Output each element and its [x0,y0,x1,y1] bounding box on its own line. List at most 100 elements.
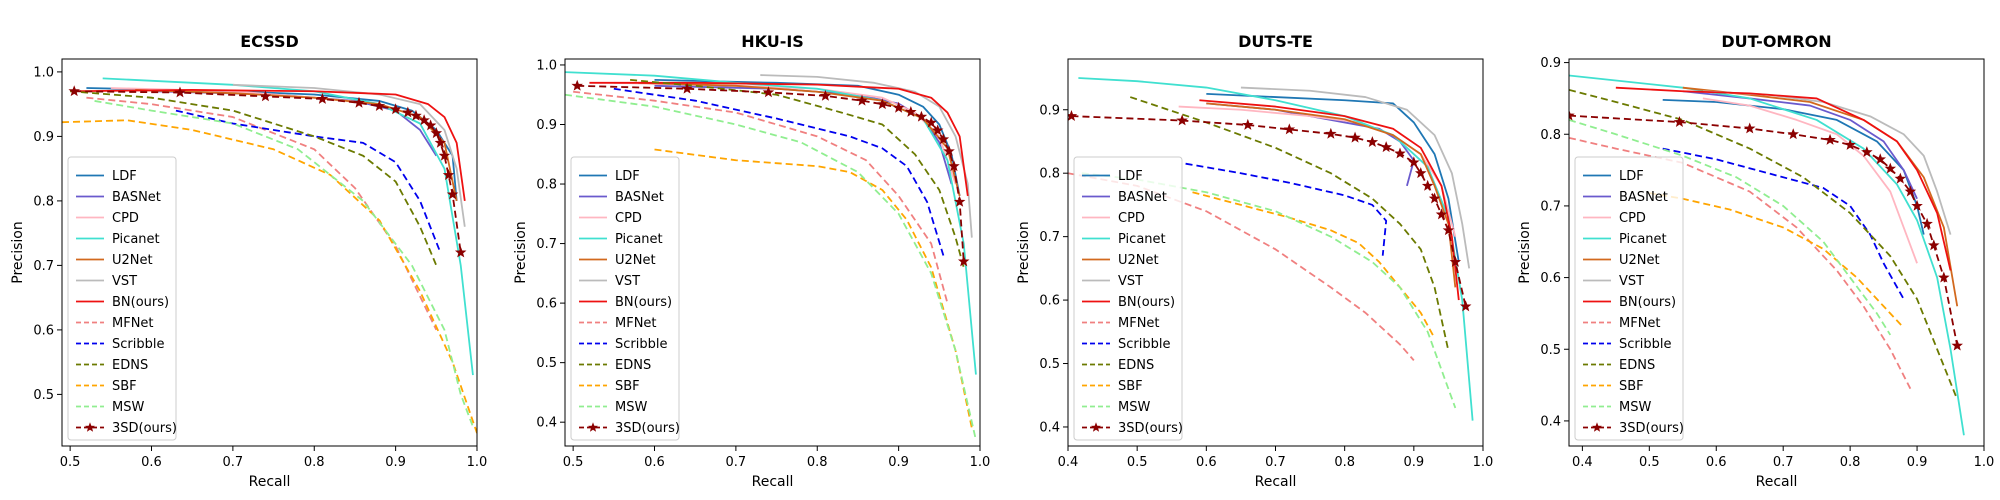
series-line-bn-ours- [1615,86,1952,271]
series-marker-star [1844,138,1856,150]
series-marker-star [925,116,937,128]
chart-title: HKU-IS [741,32,804,51]
x-axis-label: Recall [752,474,794,490]
y-tick-label: 0.9 [536,118,557,133]
y-tick-label: 0.9 [1540,56,1561,71]
legend: LDF BASNet CPD Picanet U2Net VST BN(ours) MFNet… [570,156,680,441]
legend-label: BN(ours) [1619,295,1676,310]
legend-marker-star [1592,422,1602,432]
series-marker-star [1349,131,1361,143]
series-line-mfnet [573,90,949,304]
x-tick-label: 0.7 [1773,455,1794,470]
y-tick-label: 0.8 [1039,167,1060,182]
series-marker-star [438,149,451,161]
x-tick-label: 0.8 [807,455,828,470]
legend-marker-star [85,422,95,432]
series-line-basnet [151,90,438,157]
legend-label: MFNet [1118,316,1160,331]
series-line-ldf [1206,92,1460,263]
legend-label: CPD [1619,211,1646,226]
legend-label: SBF [112,379,137,394]
y-tick-label: 0.4 [1540,414,1561,429]
series-marker-star [1787,128,1799,140]
chart-panel-hku-is: HKU-IS 0.5 0.6 0.7 0.8 0.9 1.0 0.4 0.5 0.6 0.7 0.8 0… [513,32,990,490]
legend-label: VST [1118,274,1143,289]
series-marker-star [856,94,868,106]
chart-panel-ecssd: ECSSD 0.5 0.6 0.7 0.8 0.9 1.0 0.5 0.6 0.7 0.8 0.9 1.… [10,32,487,490]
series-marker-star [373,100,386,111]
y-tick-label: 0.6 [1039,294,1060,309]
legend-label: Picanet [1619,232,1667,247]
series-line-bn-ours- [70,89,466,202]
series-marker-star [762,86,775,98]
legend-label: U2Net [112,253,153,268]
axes-frame [1568,58,1985,447]
legend-label: 3SD(ours) [615,421,680,436]
series-marker-star [1068,110,1078,121]
series-marker-star [1408,156,1420,168]
x-tick-label: 0.6 [644,455,665,470]
series-line-cpd [1702,97,1918,264]
series-line-scribble [1185,162,1388,256]
plot-area [1068,77,1474,421]
series-marker-star [1884,162,1897,174]
legend: LDF BASNet CPD Picanet U2Net VST BN(ours) MFNet… [1574,156,1684,441]
series-marker-star [948,160,960,172]
series-marker-star [1874,153,1887,165]
series-line-sbf [62,119,477,434]
series-marker-star [1449,255,1462,267]
legend-label: U2Net [1619,253,1660,268]
series-marker-star [1366,136,1379,148]
series-line-edns [630,78,965,268]
x-tick-label: 0.5 [60,455,81,470]
x-axis-label: Recall [249,474,291,490]
x-tick-label: 0.7 [223,455,244,470]
plot-area [62,77,477,434]
legend-label: CPD [1118,211,1145,226]
series-marker-star [410,109,422,121]
series-line-scribble [175,109,442,253]
y-tick-label: 0.8 [1540,128,1561,143]
x-tick-label: 0.9 [888,455,909,470]
legend-label: SBF [1118,379,1143,394]
series-line-edns [1569,88,1959,400]
x-tick-label: 0.5 [1639,455,1660,470]
legend-label: EDNS [112,358,148,373]
series-line-3sd-ours- [1569,114,1959,346]
legend-label: CPD [615,211,642,226]
series-marker-star [1951,339,1963,351]
legend-label: Picanet [1118,232,1166,247]
series-marker-star [68,85,80,97]
y-tick-label: 0.4 [536,416,557,431]
legend-label: U2Net [615,253,656,268]
series-marker-star [1743,122,1756,134]
series-marker-star [1861,146,1873,158]
series-marker-star [1428,192,1441,204]
legend-marker-star [1091,422,1101,432]
legend-label: MFNet [112,316,154,331]
series-marker-star [1911,199,1923,211]
series-marker-star [876,98,889,110]
x-tick-label: 0.9 [385,455,406,470]
series-line-edns [70,90,438,266]
x-tick-label: 0.7 [726,455,747,470]
series-line-u2net [135,89,458,202]
y-axis-label: Precision [1016,221,1032,283]
legend-label: BN(ours) [615,295,672,310]
legend-label: LDF [1118,169,1143,184]
legend-label: VST [112,274,137,289]
series-marker-star [1283,123,1296,135]
series-marker-star [316,92,329,104]
series-line-msw [565,93,977,441]
x-tick-label: 0.6 [1706,455,1727,470]
series-marker-star [434,136,447,148]
series-marker-star [1928,239,1940,251]
legend-label: LDF [112,169,137,184]
series-line-u2net [1206,102,1457,288]
series-marker-star [892,101,905,113]
chart-title: ECSSD [240,32,299,51]
legend-label: MSW [1619,400,1651,415]
x-tick-label: 0.6 [141,455,162,470]
series-marker-star [1176,114,1188,126]
legend-label: Scribble [1118,337,1170,352]
